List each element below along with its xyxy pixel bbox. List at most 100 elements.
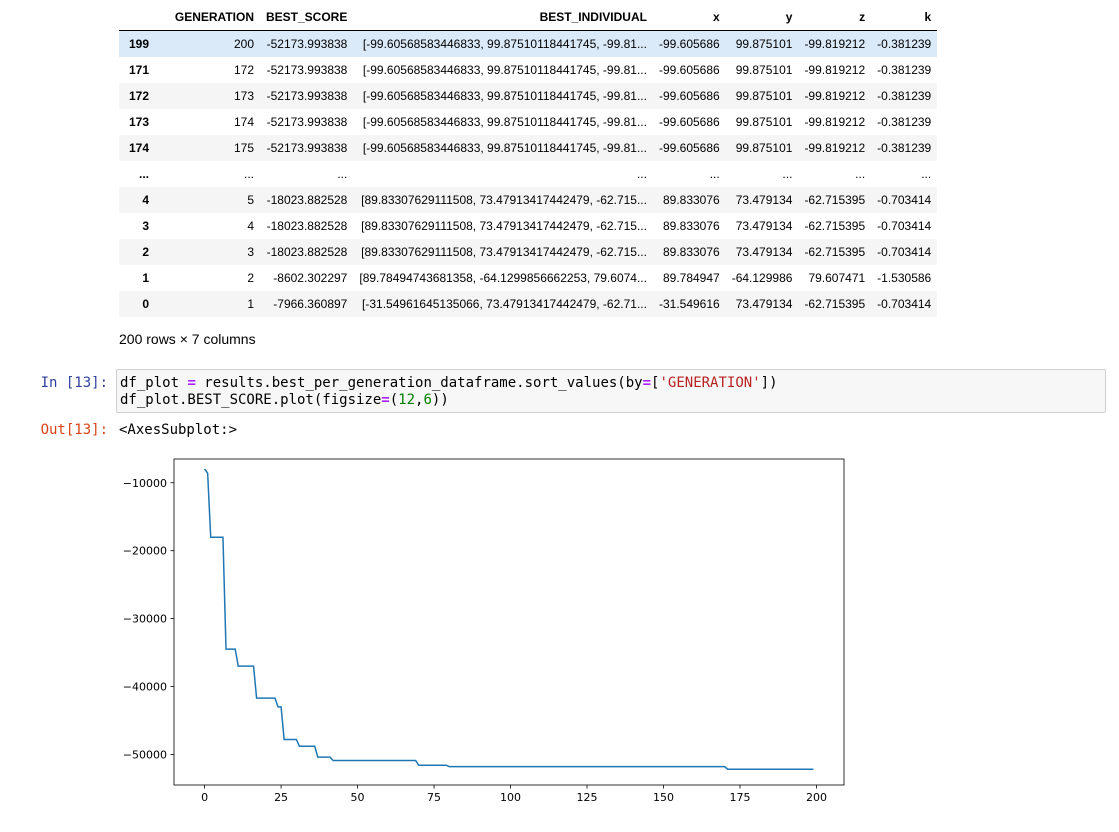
code-token: 12 [398,392,416,408]
table-cell: ... [337,167,348,181]
table-cell: -0.703414 [877,245,932,259]
table-cell: 73.479134 [735,219,793,233]
code-cell-input[interactable]: df_plot = results.best_per_generation_da… [116,369,1106,413]
code-token: results.best_per_generation_dataframe.so… [195,375,643,391]
table-cell: 99.875101 [735,141,793,155]
table-cell: [89.83307629111508, 73.47913417442479, -… [361,245,647,259]
table-cell: -0.381239 [877,63,932,77]
table-cell: 99.875101 [735,89,793,103]
row-index: 172 [128,89,149,103]
table-cell: -99.605686 [658,115,720,129]
table-cell: 73.479134 [735,193,793,207]
table-cell: 89.784947 [662,271,720,285]
table-cell: [-99.60568583446833, 99.87510118441745, … [362,141,647,155]
column-header: BEST_SCORE [260,4,354,31]
code-token: )) [431,392,449,408]
table-cell: -0.381239 [877,37,932,51]
table-cell: 4 [247,219,254,233]
table-cell: -0.381239 [877,141,932,155]
table-cell: -0.381239 [877,115,932,129]
code-token: 6 [423,392,432,408]
column-header: BEST_INDIVIDUAL [353,4,653,31]
row-index: 199 [128,37,149,51]
table-cell: -99.605686 [658,141,720,155]
row-index: 174 [128,141,149,155]
table-cell: 1 [247,297,254,311]
column-header: x [652,4,726,31]
table-row: 0 1 -7966.360897 [-31.54961645135066, 73.47… [119,291,938,317]
code-token: ( [389,392,399,408]
table-row: 199 200 -52173.993838 [-99.60568583446833, … [119,30,938,57]
code-token: = [642,375,652,391]
table-cell: 73.479134 [735,245,793,259]
table-cell: 99.875101 [735,63,793,77]
table-cell: 173 [233,89,254,103]
column-header: k [871,4,938,31]
x-tick-label: 200 [806,791,827,804]
table-cell: [-99.60568583446833, 99.87510118441745, … [362,89,647,103]
dataframe-shape-note: 200 rows × 7 columns [119,331,256,347]
table-cell: 99.875101 [735,115,793,129]
code-token: = [381,392,390,408]
code-token: df_plot.BEST_SCORE.plot(figsize [120,392,382,408]
table-cell: -0.703414 [877,297,932,311]
row-index: 2 [142,245,149,259]
table-cell: -52173.993838 [266,89,348,103]
table-cell: -7966.360897 [273,297,348,311]
table-cell: -62.715395 [804,245,866,259]
table-cell: -0.703414 [877,219,932,233]
table-cell: 89.833076 [662,245,720,259]
table-cell: -99.605686 [658,37,720,51]
table-row: 2 3 -18023.882528 [89.83307629111508, 73.47… [119,239,938,265]
table-cell: 3 [247,245,254,259]
row-index: 173 [128,115,149,129]
output-text: <AxesSubplot:> [119,422,238,438]
table-row: 4 5 -18023.882528 [89.83307629111508, 73.47… [119,187,938,213]
table-cell: ... [709,167,720,181]
index-header [119,4,155,31]
table-body: 199 200 -52173.993838 [-99.60568583446833, … [119,30,938,317]
table-cell: ... [243,167,254,181]
line-chart: 0 25 50 75 100 125 150 175 200 −10000 −20000 −30000… [123,458,845,804]
table-cell: -52173.993838 [266,37,348,51]
x-tick-label: 175 [729,791,750,804]
table-cell: -99.605686 [658,89,720,103]
code-token: 'GENERATION' [659,375,761,391]
code-token: = [187,375,196,391]
row-index: 1 [142,271,149,285]
y-tick-label: −40000 [123,681,167,694]
row-index: 3 [142,219,149,233]
code-token: ]) [760,375,778,391]
table-cell: -18023.882528 [266,245,348,259]
y-tick-label: −20000 [123,545,167,558]
table-cell: -62.715395 [804,193,866,207]
output-prompt: Out[13]: [40,422,108,438]
table-cell: -62.715395 [804,297,866,311]
x-tick-label: 125 [577,791,598,804]
table-cell: [-99.60568583446833, 99.87510118441745, … [362,115,647,129]
table-cell: -64.129986 [731,271,793,285]
table-cell: ... [855,167,866,181]
table-row: 173 174 -52173.993838 [-99.60568583446833, … [119,109,938,135]
table-row: 171 172 -52173.993838 [-99.60568583446833, … [119,57,938,83]
table-cell: 89.833076 [662,219,720,233]
table-cell: -8602.302297 [273,271,348,285]
table-cell: [-99.60568583446833, 99.87510118441745, … [362,37,647,51]
plot-frame [173,458,845,786]
row-index: 4 [142,193,149,207]
row-index: 171 [128,63,149,77]
x-tick-label: 50 [351,791,365,804]
table-cell: 99.875101 [735,37,793,51]
table-cell: 89.833076 [662,193,720,207]
table-cell: [-31.54961645135066, 73.47913417442479, … [362,297,647,311]
table-cell: 79.607471 [808,271,866,285]
dataframe-table: GENERATION BEST_SCORE BEST_INDIVIDUAL x … [119,4,938,317]
table-cell: [89.83307629111508, 73.47913417442479, -… [361,193,647,207]
table-cell: -0.703414 [877,193,932,207]
row-index: 0 [142,297,149,311]
table-cell: -31.549616 [658,297,720,311]
table-cell: [89.83307629111508, 73.47913417442479, -… [361,219,647,233]
code-token: [ [651,375,660,391]
table-cell: -99.819212 [804,141,866,155]
table-cell: -99.819212 [804,37,866,51]
